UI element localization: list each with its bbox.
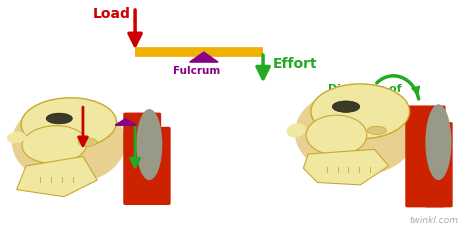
FancyBboxPatch shape — [142, 127, 171, 205]
Ellipse shape — [46, 113, 72, 124]
Text: Effort: Effort — [273, 57, 317, 71]
Text: twinkl.com: twinkl.com — [409, 216, 458, 225]
Ellipse shape — [78, 138, 97, 146]
Text: Load: Load — [92, 7, 130, 21]
FancyBboxPatch shape — [123, 113, 161, 205]
Ellipse shape — [426, 104, 451, 180]
Ellipse shape — [332, 101, 360, 112]
Polygon shape — [115, 118, 136, 125]
Ellipse shape — [295, 89, 416, 176]
Polygon shape — [303, 149, 389, 185]
Ellipse shape — [367, 126, 386, 135]
Polygon shape — [17, 156, 97, 197]
Polygon shape — [190, 52, 218, 62]
Text: Fulcrum: Fulcrum — [173, 66, 220, 76]
Ellipse shape — [12, 100, 126, 184]
Text: Direction of
Movement: Direction of Movement — [328, 84, 402, 106]
FancyBboxPatch shape — [405, 105, 446, 207]
Ellipse shape — [7, 132, 27, 143]
Ellipse shape — [287, 123, 306, 137]
Ellipse shape — [22, 126, 87, 164]
FancyBboxPatch shape — [424, 122, 453, 207]
Ellipse shape — [311, 84, 410, 139]
Ellipse shape — [21, 98, 117, 149]
Ellipse shape — [306, 115, 367, 155]
Ellipse shape — [137, 109, 162, 180]
